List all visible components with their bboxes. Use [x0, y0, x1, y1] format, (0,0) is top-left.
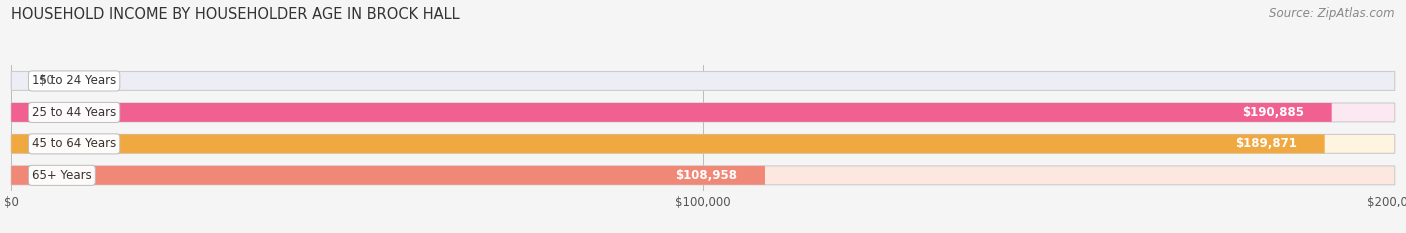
Text: 15 to 24 Years: 15 to 24 Years [32, 75, 117, 87]
FancyBboxPatch shape [11, 103, 1331, 122]
Text: 25 to 44 Years: 25 to 44 Years [32, 106, 117, 119]
Text: $0: $0 [39, 75, 53, 87]
Text: $189,871: $189,871 [1234, 137, 1296, 150]
FancyBboxPatch shape [11, 103, 1395, 122]
Text: $108,958: $108,958 [675, 169, 737, 182]
FancyBboxPatch shape [11, 166, 1395, 185]
Text: HOUSEHOLD INCOME BY HOUSEHOLDER AGE IN BROCK HALL: HOUSEHOLD INCOME BY HOUSEHOLDER AGE IN B… [11, 7, 460, 22]
FancyBboxPatch shape [11, 72, 1395, 90]
Text: $190,885: $190,885 [1241, 106, 1303, 119]
Text: 45 to 64 Years: 45 to 64 Years [32, 137, 117, 150]
FancyBboxPatch shape [11, 166, 765, 185]
FancyBboxPatch shape [11, 134, 1395, 153]
Text: 65+ Years: 65+ Years [32, 169, 91, 182]
Text: Source: ZipAtlas.com: Source: ZipAtlas.com [1270, 7, 1395, 20]
FancyBboxPatch shape [11, 134, 1324, 153]
